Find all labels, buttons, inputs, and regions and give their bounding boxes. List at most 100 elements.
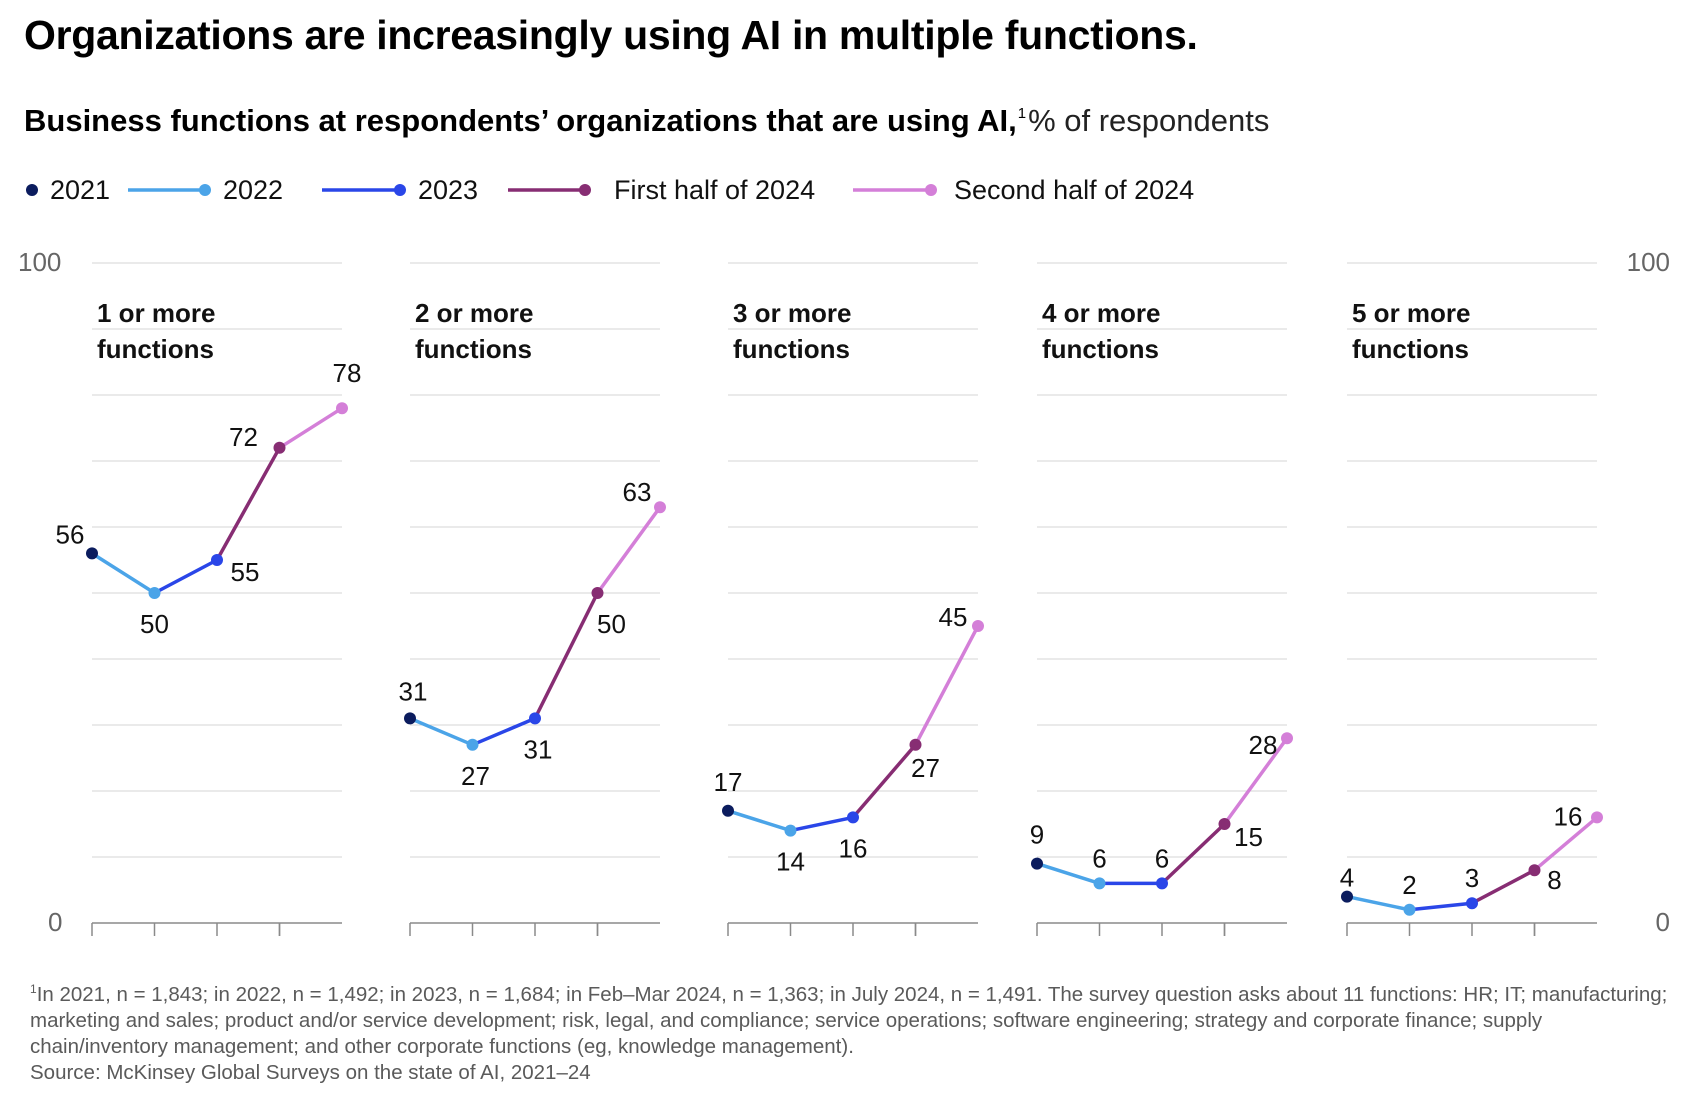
panel-title: functions [1352, 334, 1469, 364]
line-segment-2022 [726, 809, 793, 833]
line-segment-2022 [1345, 894, 1412, 912]
data-label: 16 [839, 833, 868, 863]
data-label: 50 [140, 609, 169, 639]
data-label: 31 [524, 734, 553, 764]
panel-title: 4 or more [1042, 298, 1161, 328]
chart-title: Organizations are increasingly using AI … [24, 12, 1198, 58]
panel-title: 1 or more [97, 298, 216, 328]
line-segment-second-half-of-2024 [595, 505, 662, 595]
legend-item-2021: 2021 [26, 175, 110, 205]
data-point-2023 [211, 554, 223, 566]
panel-3: 3 or more functions 17 14 16 27 45 [714, 262, 984, 936]
data-point-2023 [529, 712, 541, 725]
subtitle-unit: % of respondents [1028, 103, 1270, 138]
data-label: 2 [1402, 870, 1416, 900]
data-point-2021 [1031, 857, 1043, 870]
data-label: 14 [776, 847, 805, 877]
y-tick-label-0: 0 [1656, 907, 1670, 937]
line-segment-first-half-of-2024 [851, 743, 918, 820]
legend-swatch-dot [199, 184, 211, 196]
data-point-2022 [1403, 903, 1416, 916]
data-point-2022 [1093, 877, 1106, 890]
line-segment-second-half-of-2024 [913, 624, 980, 747]
data-label: 56 [56, 519, 85, 549]
legend-item-second-half-of-2024: Second half of 2024 [853, 175, 1194, 205]
data-label: 63 [623, 477, 652, 507]
data-label: 6 [1155, 843, 1169, 873]
panel-title: functions [415, 334, 532, 364]
line-segment-second-half-of-2024 [277, 406, 344, 450]
data-point-2022 [784, 824, 797, 837]
line-segment-2023 [152, 558, 219, 595]
data-label: 45 [939, 602, 968, 632]
data-point-2021 [722, 804, 734, 817]
legend-swatch-dot [394, 184, 406, 196]
legend-label: Second half of 2024 [954, 175, 1194, 205]
legend-item-first-half-of-2024: First half of 2024 [508, 175, 815, 205]
panel-4: 4 or more functions 9 6 6 15 28 [1030, 262, 1293, 936]
data-label: 3 [1465, 863, 1479, 893]
line-segment-2023 [1407, 901, 1474, 912]
legend-label: 2022 [223, 175, 283, 205]
data-point-2023 [1466, 897, 1478, 910]
footnote: 1In 2021, n = 1,843; in 2022, n = 1,492;… [24, 976, 1674, 1086]
data-point-2021 [404, 712, 416, 725]
legend-swatch-dot [925, 184, 937, 196]
panel-title: functions [733, 334, 850, 364]
line-segment-2022 [1035, 861, 1102, 886]
line-segment-2023 [470, 716, 537, 747]
data-point-second-half-of-2024 [336, 402, 348, 415]
subtitle-footnote-marker: 1 [1017, 105, 1027, 122]
legend-swatch-dot [26, 184, 38, 196]
y-tick-label-0: 0 [48, 907, 62, 937]
subtitle-main: Business functions at respondents’ organ… [24, 103, 1017, 138]
legend-item-2022: 2022 [128, 175, 283, 205]
line-segment-first-half-of-2024 [1470, 868, 1537, 905]
panel-title: functions [1042, 334, 1159, 364]
panel-title: 5 or more [1352, 298, 1471, 328]
data-label: 4 [1340, 863, 1354, 893]
data-label: 28 [1249, 730, 1278, 760]
footnote-marker: 1 [30, 982, 37, 996]
data-label: 55 [231, 557, 260, 587]
data-point-first-half-of-2024 [909, 738, 922, 751]
line-segment-second-half-of-2024 [1222, 736, 1289, 826]
data-label: 8 [1547, 865, 1561, 895]
data-point-first-half-of-2024 [591, 587, 604, 599]
data-label: 15 [1234, 822, 1263, 852]
panels: 1 or more functions 56 50 55 72 78 2 or more fun… [56, 262, 1603, 936]
legend-swatch-dot [579, 184, 591, 196]
panel-title: functions [97, 334, 214, 364]
line-segment-first-half-of-2024 [533, 591, 600, 721]
line-segment-2022 [90, 551, 157, 595]
data-point-2022 [148, 587, 161, 599]
axes: 100 0 100 0 [18, 247, 1670, 937]
data-point-2023 [1156, 877, 1168, 890]
data-point-2023 [847, 811, 859, 824]
legend-label: First half of 2024 [614, 175, 815, 205]
panel-5: 5 or more functions 4 2 3 8 16 [1340, 262, 1603, 936]
data-point-second-half-of-2024 [1591, 811, 1603, 824]
data-label: 78 [333, 358, 362, 388]
data-point-2022 [466, 738, 479, 751]
data-label: 17 [714, 767, 743, 797]
panel-title: 2 or more [415, 298, 534, 328]
data-point-2021 [86, 547, 98, 560]
line-segment-first-half-of-2024 [215, 446, 282, 562]
data-label: 31 [399, 676, 428, 706]
line-segment-first-half-of-2024 [1160, 822, 1227, 886]
legend-label: 2021 [50, 175, 110, 205]
data-point-second-half-of-2024 [654, 501, 666, 514]
data-point-first-half-of-2024 [1528, 864, 1541, 877]
data-point-first-half-of-2024 [1218, 818, 1231, 830]
data-label: 6 [1092, 843, 1106, 873]
line-segment-second-half-of-2024 [1532, 815, 1599, 872]
y-tick-label-100: 100 [1627, 247, 1670, 277]
line-segment-2023 [788, 815, 855, 833]
line-segment-2022 [408, 716, 475, 747]
data-label: 27 [911, 753, 940, 783]
data-label: 16 [1554, 801, 1583, 831]
data-label: 9 [1030, 820, 1044, 850]
legend: 2021 2022 2023 First half of 2024 Second hal… [26, 175, 1194, 205]
